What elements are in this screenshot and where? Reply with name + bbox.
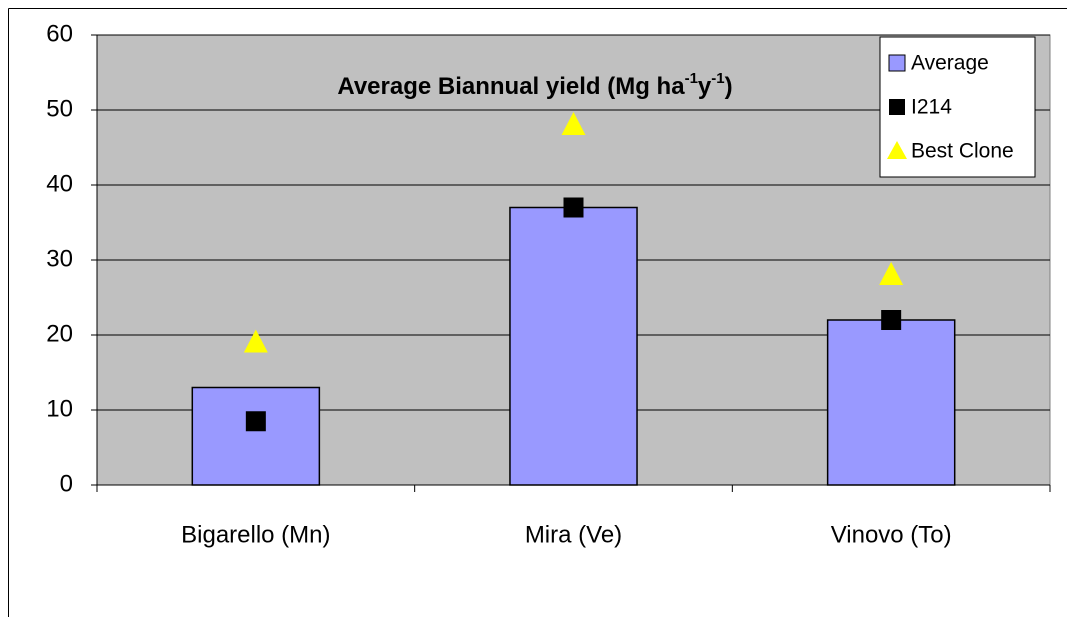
chart-title: Average Biannual yield (Mg ha-1y-1) — [337, 70, 732, 100]
legend-label: I214 — [911, 96, 952, 119]
y-tick-label: 60 — [46, 20, 73, 47]
legend-label: Average — [911, 52, 989, 75]
marker-square — [881, 310, 902, 330]
legend-swatch — [888, 54, 906, 72]
title-part: y — [698, 73, 712, 100]
marker-triangle — [879, 262, 904, 285]
y-tick-label: 30 — [46, 245, 73, 272]
marker-square — [563, 197, 584, 218]
y-tick-label: 0 — [60, 470, 73, 497]
marker-triangle — [561, 112, 586, 135]
title-superscript: -1 — [685, 70, 698, 87]
title-part: ) — [725, 73, 733, 100]
bar — [826, 319, 956, 486]
legend-label: Best Clone — [911, 140, 1014, 163]
legend-swatch — [889, 99, 905, 115]
legend-swatch — [887, 141, 907, 159]
y-tick-label: 50 — [46, 95, 73, 122]
x-tick-label: Mira (Ve) — [525, 521, 622, 548]
legend-box — [879, 36, 1036, 178]
title-superscript: -1 — [711, 70, 724, 87]
y-tick-label: 40 — [46, 170, 73, 197]
y-tick-label: 10 — [46, 395, 73, 422]
marker-triangle — [243, 329, 268, 353]
x-tick-label: Vinovo (To) — [831, 521, 952, 548]
bar — [191, 386, 321, 486]
title-part: Average Biannual yield (Mg ha — [337, 73, 685, 100]
legend: Average I214 Best Clone — [879, 36, 1036, 178]
marker-square — [245, 411, 266, 432]
x-tick-label: Bigarello (Mn) — [181, 521, 330, 548]
bar — [509, 206, 638, 486]
y-tick-label: 20 — [46, 320, 73, 347]
